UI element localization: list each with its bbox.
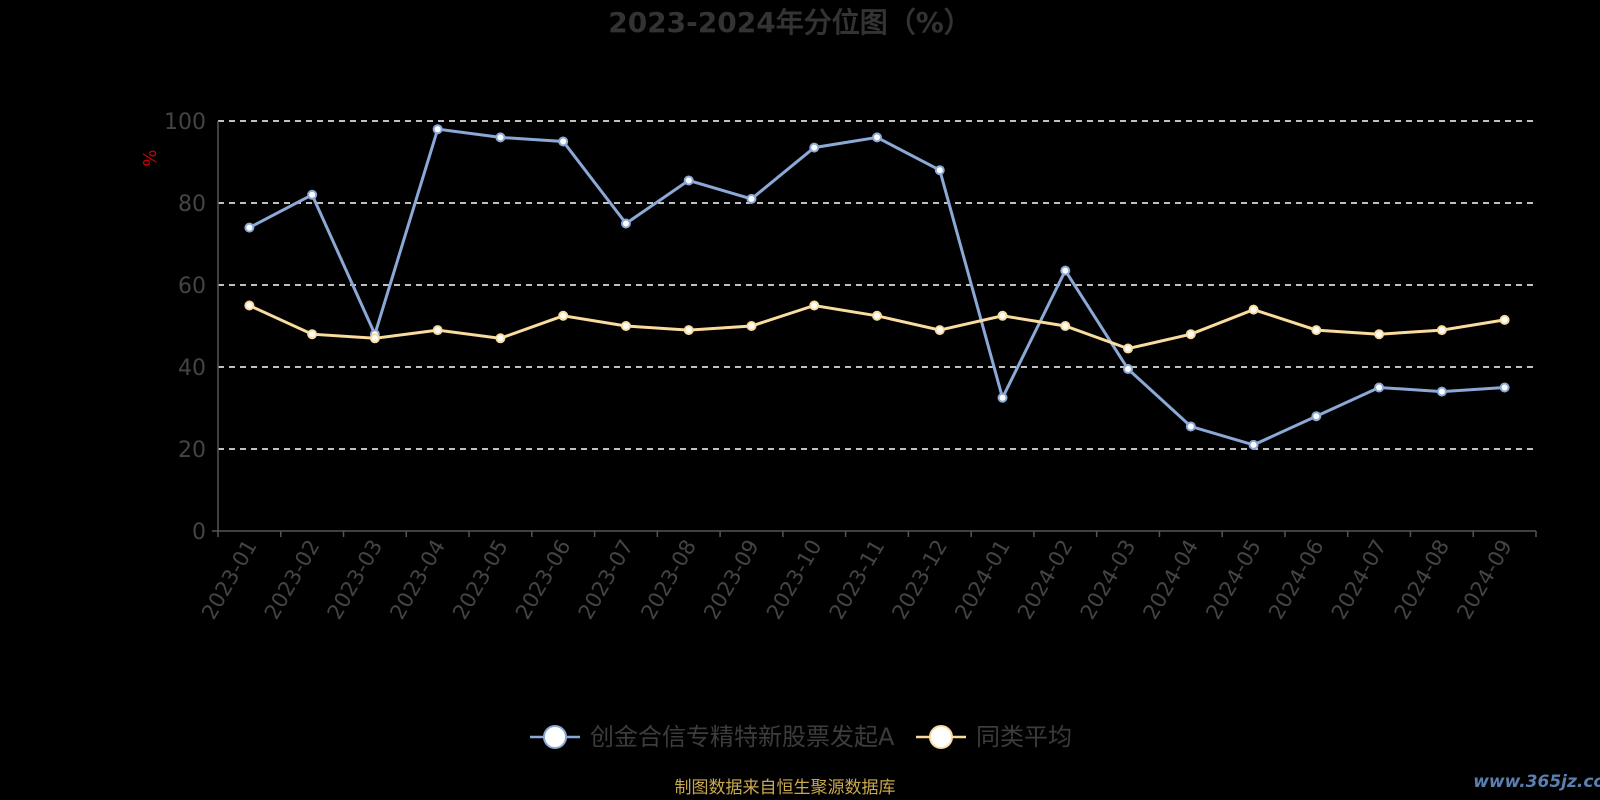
x-tick-label: 2023-12 <box>887 536 952 624</box>
data-point-series-1[interactable] <box>1185 421 1196 432</box>
x-tick-label: 2023-01 <box>197 536 262 624</box>
data-point-series-2[interactable] <box>683 325 694 336</box>
series-line-1 <box>248 127 1505 447</box>
legend-label-1[interactable]: 创金合信专精特新股票发起A <box>590 723 895 751</box>
data-point-series-2[interactable] <box>1311 325 1322 336</box>
data-point-series-1[interactable] <box>620 218 631 229</box>
legend-marker-icon <box>543 725 567 749</box>
data-point-series-1[interactable] <box>1499 382 1510 393</box>
data-point-series-1[interactable] <box>809 142 820 153</box>
y-tick-label: 20 <box>178 438 206 463</box>
data-point-series-1[interactable] <box>495 132 506 143</box>
data-point-series-2[interactable] <box>746 321 757 331</box>
legend-label-2[interactable]: 同类平均 <box>976 723 1072 751</box>
y-tick-label: 40 <box>178 356 206 381</box>
y-axis-label: % <box>140 149 161 166</box>
x-tick-label: 2024-08 <box>1390 536 1455 624</box>
y-tick-label: 80 <box>178 192 206 217</box>
data-point-series-1[interactable] <box>1248 439 1259 450</box>
data-point-series-2[interactable] <box>558 310 569 321</box>
x-tick-label: 2023-09 <box>699 536 764 624</box>
data-point-series-2[interactable] <box>620 321 631 331</box>
data-point-series-1[interactable] <box>307 189 318 200</box>
data-point-series-1[interactable] <box>934 165 945 176</box>
data-point-series-1[interactable] <box>1374 382 1385 393</box>
data-point-series-2[interactable] <box>809 300 820 311</box>
data-point-series-2[interactable] <box>1123 343 1134 354</box>
data-point-series-2[interactable] <box>432 325 443 336</box>
y-tick-label: 60 <box>178 274 206 299</box>
data-point-series-1[interactable] <box>683 175 694 186</box>
data-point-series-2[interactable] <box>369 333 380 344</box>
data-point-series-2[interactable] <box>1499 314 1510 325</box>
y-tick-label: 0 <box>192 520 206 545</box>
x-tick-label: 2023-02 <box>260 536 325 624</box>
x-tick-label: 2023-11 <box>825 536 890 624</box>
data-point-series-1[interactable] <box>1060 265 1071 276</box>
data-point-series-2[interactable] <box>872 310 882 321</box>
x-tick-label: 2023-04 <box>385 536 450 624</box>
x-tick-label: 2024-02 <box>1013 536 1078 624</box>
data-point-series-1[interactable] <box>558 136 569 147</box>
data-point-series-1[interactable] <box>244 222 255 233</box>
x-tick-label: 2024-09 <box>1452 536 1517 624</box>
y-tick-label: 100 <box>164 110 206 135</box>
data-point-series-1[interactable] <box>1123 364 1134 375</box>
data-point-series-2[interactable] <box>997 310 1008 321</box>
data-point-series-1[interactable] <box>746 193 757 204</box>
watermark: www.365jz.com <box>1473 772 1600 792</box>
x-tick-label: 2023-05 <box>448 536 513 624</box>
data-point-series-2[interactable] <box>307 329 318 340</box>
data-point-series-1[interactable] <box>997 392 1008 403</box>
x-tick-label: 2024-06 <box>1264 536 1329 624</box>
x-tick-label: 2023-06 <box>511 536 576 624</box>
x-tick-label: 2024-03 <box>1076 536 1141 624</box>
data-point-series-2[interactable] <box>1436 325 1447 336</box>
data-point-series-2[interactable] <box>1374 329 1385 340</box>
data-point-series-2[interactable] <box>244 300 255 311</box>
data-point-series-2[interactable] <box>1248 304 1259 315</box>
x-tick-label: 2024-04 <box>1138 536 1203 624</box>
x-tick-label: 2023-08 <box>636 536 701 624</box>
data-point-series-1[interactable] <box>872 132 882 143</box>
data-point-series-2[interactable] <box>934 325 945 336</box>
x-tick-label: 2023-03 <box>323 536 388 624</box>
data-point-series-1[interactable] <box>1436 386 1447 397</box>
data-point-series-2[interactable] <box>1185 329 1196 340</box>
x-tick-label: 2023-10 <box>762 536 827 624</box>
legend-marker-icon <box>929 725 953 749</box>
series-lines <box>244 124 1510 450</box>
x-tick-label: 2024-01 <box>950 536 1015 624</box>
data-point-series-2[interactable] <box>1060 321 1071 331</box>
grid-lines <box>218 120 1536 450</box>
x-tick-label: 2024-05 <box>1201 536 1266 624</box>
legend[interactable]: 创金合信专精特新股票发起A 同类平均 <box>530 723 1072 751</box>
data-point-series-1[interactable] <box>432 124 443 135</box>
x-tick-label: 2023-07 <box>574 536 639 624</box>
chart-title: 2023-2024年分位图（%） <box>608 6 972 39</box>
data-point-series-2[interactable] <box>495 333 506 344</box>
data-source-note: 制图数据来自恒生聚源数据库 <box>675 778 896 798</box>
x-tick-label: 2024-07 <box>1327 536 1392 624</box>
data-point-series-1[interactable] <box>1311 411 1322 422</box>
